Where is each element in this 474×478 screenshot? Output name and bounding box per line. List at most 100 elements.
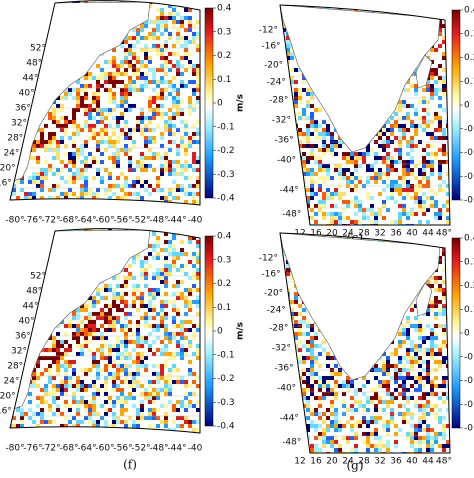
cell [48,144,52,148]
colorbar [205,8,213,198]
cell [80,204,84,208]
cell [16,236,20,240]
cell [164,228,168,232]
cell [132,404,136,408]
cell [124,388,128,392]
cell [52,184,56,188]
cell [192,124,196,128]
cell [72,400,76,404]
cell [338,172,342,176]
cell [140,104,144,108]
cell [172,408,176,412]
cell [104,160,108,164]
cell [60,96,64,100]
cell [100,352,104,356]
cell [40,412,44,416]
cell [128,372,132,376]
cell [176,416,180,420]
cell [192,284,196,288]
cell [80,396,84,400]
cell [322,136,326,140]
cell [128,320,132,324]
cell [310,128,314,132]
cell [406,4,410,8]
cell [184,124,188,128]
cell [8,0,12,4]
cell [176,368,180,372]
cell [140,296,144,300]
cell [124,148,128,152]
cell [92,412,96,416]
cell [414,4,418,8]
cell [176,256,180,260]
lon-tick-label: -64° [77,216,96,226]
cell [92,344,96,348]
cell [64,384,68,388]
cell [144,316,148,320]
cell [290,56,294,60]
cell [168,292,172,296]
cell [200,116,204,120]
cell [72,172,76,176]
cell [124,372,128,376]
cell [160,272,164,276]
cell [112,328,116,332]
cell [100,156,104,160]
cell [374,180,378,184]
cell [156,84,160,88]
cell [180,380,184,384]
cell [12,304,16,308]
cell [184,44,188,48]
cell [180,16,184,20]
cell [76,92,80,96]
lat-tick-label: 40° [19,89,35,99]
lat-tick-label: -12° [259,26,278,36]
cell [160,8,164,12]
cell [52,340,56,344]
cell [100,140,104,144]
cell [152,340,156,344]
cell [188,144,192,148]
cell [164,44,168,48]
cell [350,160,354,164]
cell [184,152,188,156]
cell [152,140,156,144]
cell [52,420,56,424]
cell [164,280,168,284]
cell [346,216,350,220]
cell [326,208,330,212]
cell [48,364,52,368]
cell [168,380,172,384]
cell [108,348,112,352]
cell [156,236,160,240]
cell [96,288,100,292]
cell [84,156,88,160]
cell [184,56,188,60]
cell [116,192,120,196]
cell [40,408,44,412]
cell [36,256,40,260]
cell [112,200,116,204]
cell [434,148,438,152]
cell [96,368,100,372]
cell [12,72,16,76]
cell [52,384,56,388]
cell [72,204,76,208]
cell [36,428,40,432]
cell [124,428,128,432]
cell [196,336,200,340]
cell [76,404,80,408]
cell [44,384,48,388]
cell [36,156,40,160]
cell [310,172,314,176]
cell [160,236,164,240]
cell [112,320,116,324]
cell [172,68,176,72]
cell [176,204,180,208]
cell [68,136,72,140]
cell [156,324,160,328]
cell [398,172,402,176]
cell [200,400,204,404]
cell [402,8,406,12]
cell [172,24,176,28]
